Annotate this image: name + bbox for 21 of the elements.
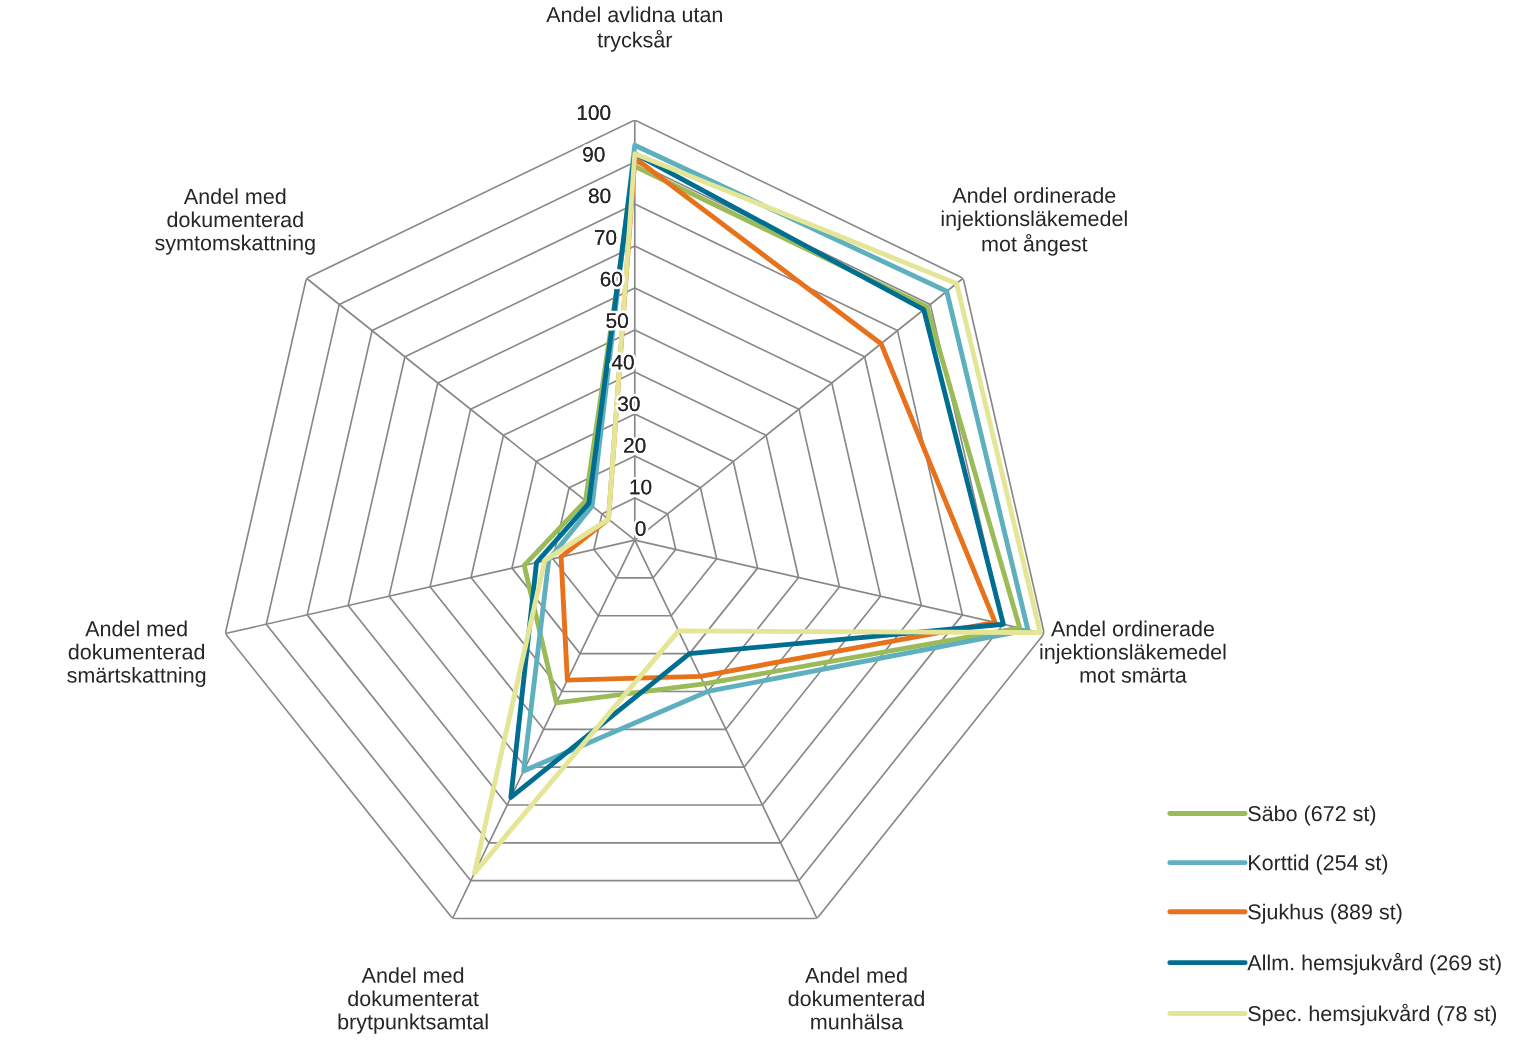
spoke-label: Andel ordinerade injektionsläkemedel mot smärta: [1040, 620, 1226, 683]
legend-label: Säbo (672 st): [1248, 805, 1376, 826]
spoke-label: Andel med dokumenterad munhälsa: [788, 967, 924, 1030]
y-tick-label: 20: [624, 438, 646, 453]
spoke-label: Andel med dokumenterad smärtskattning: [67, 620, 206, 688]
legend-label: Allm. hemsjukvård (269 st): [1247, 952, 1501, 975]
y-tick-label: 80: [588, 188, 611, 204]
y-tick-label: 10: [630, 479, 652, 495]
spoke-label: Andel med dokumenterat brytpunktsamtal: [338, 967, 488, 1034]
y-tick-label: 90: [583, 146, 605, 162]
y-tick-label: 40: [611, 354, 634, 370]
spoke-label: Andel avlidna utan trycksår: [546, 6, 722, 52]
y-tick-label: 100: [577, 105, 611, 121]
legend-label: Sjukhus (889 st): [1248, 903, 1402, 924]
y-tick-label: 70: [594, 230, 617, 245]
legend-label: Korttid (254 st): [1249, 854, 1388, 875]
spoke-label: Andel med dokumenterad symtomskattning: [155, 188, 315, 255]
spoke-label: Andel ordinerade injektionsläkemedel mot ångest: [941, 187, 1127, 256]
y-tick-label: 0: [635, 521, 646, 536]
legend-label: Spec. hemsjukvård (78 st): [1248, 1003, 1497, 1026]
y-tick-label: 30: [618, 396, 640, 412]
